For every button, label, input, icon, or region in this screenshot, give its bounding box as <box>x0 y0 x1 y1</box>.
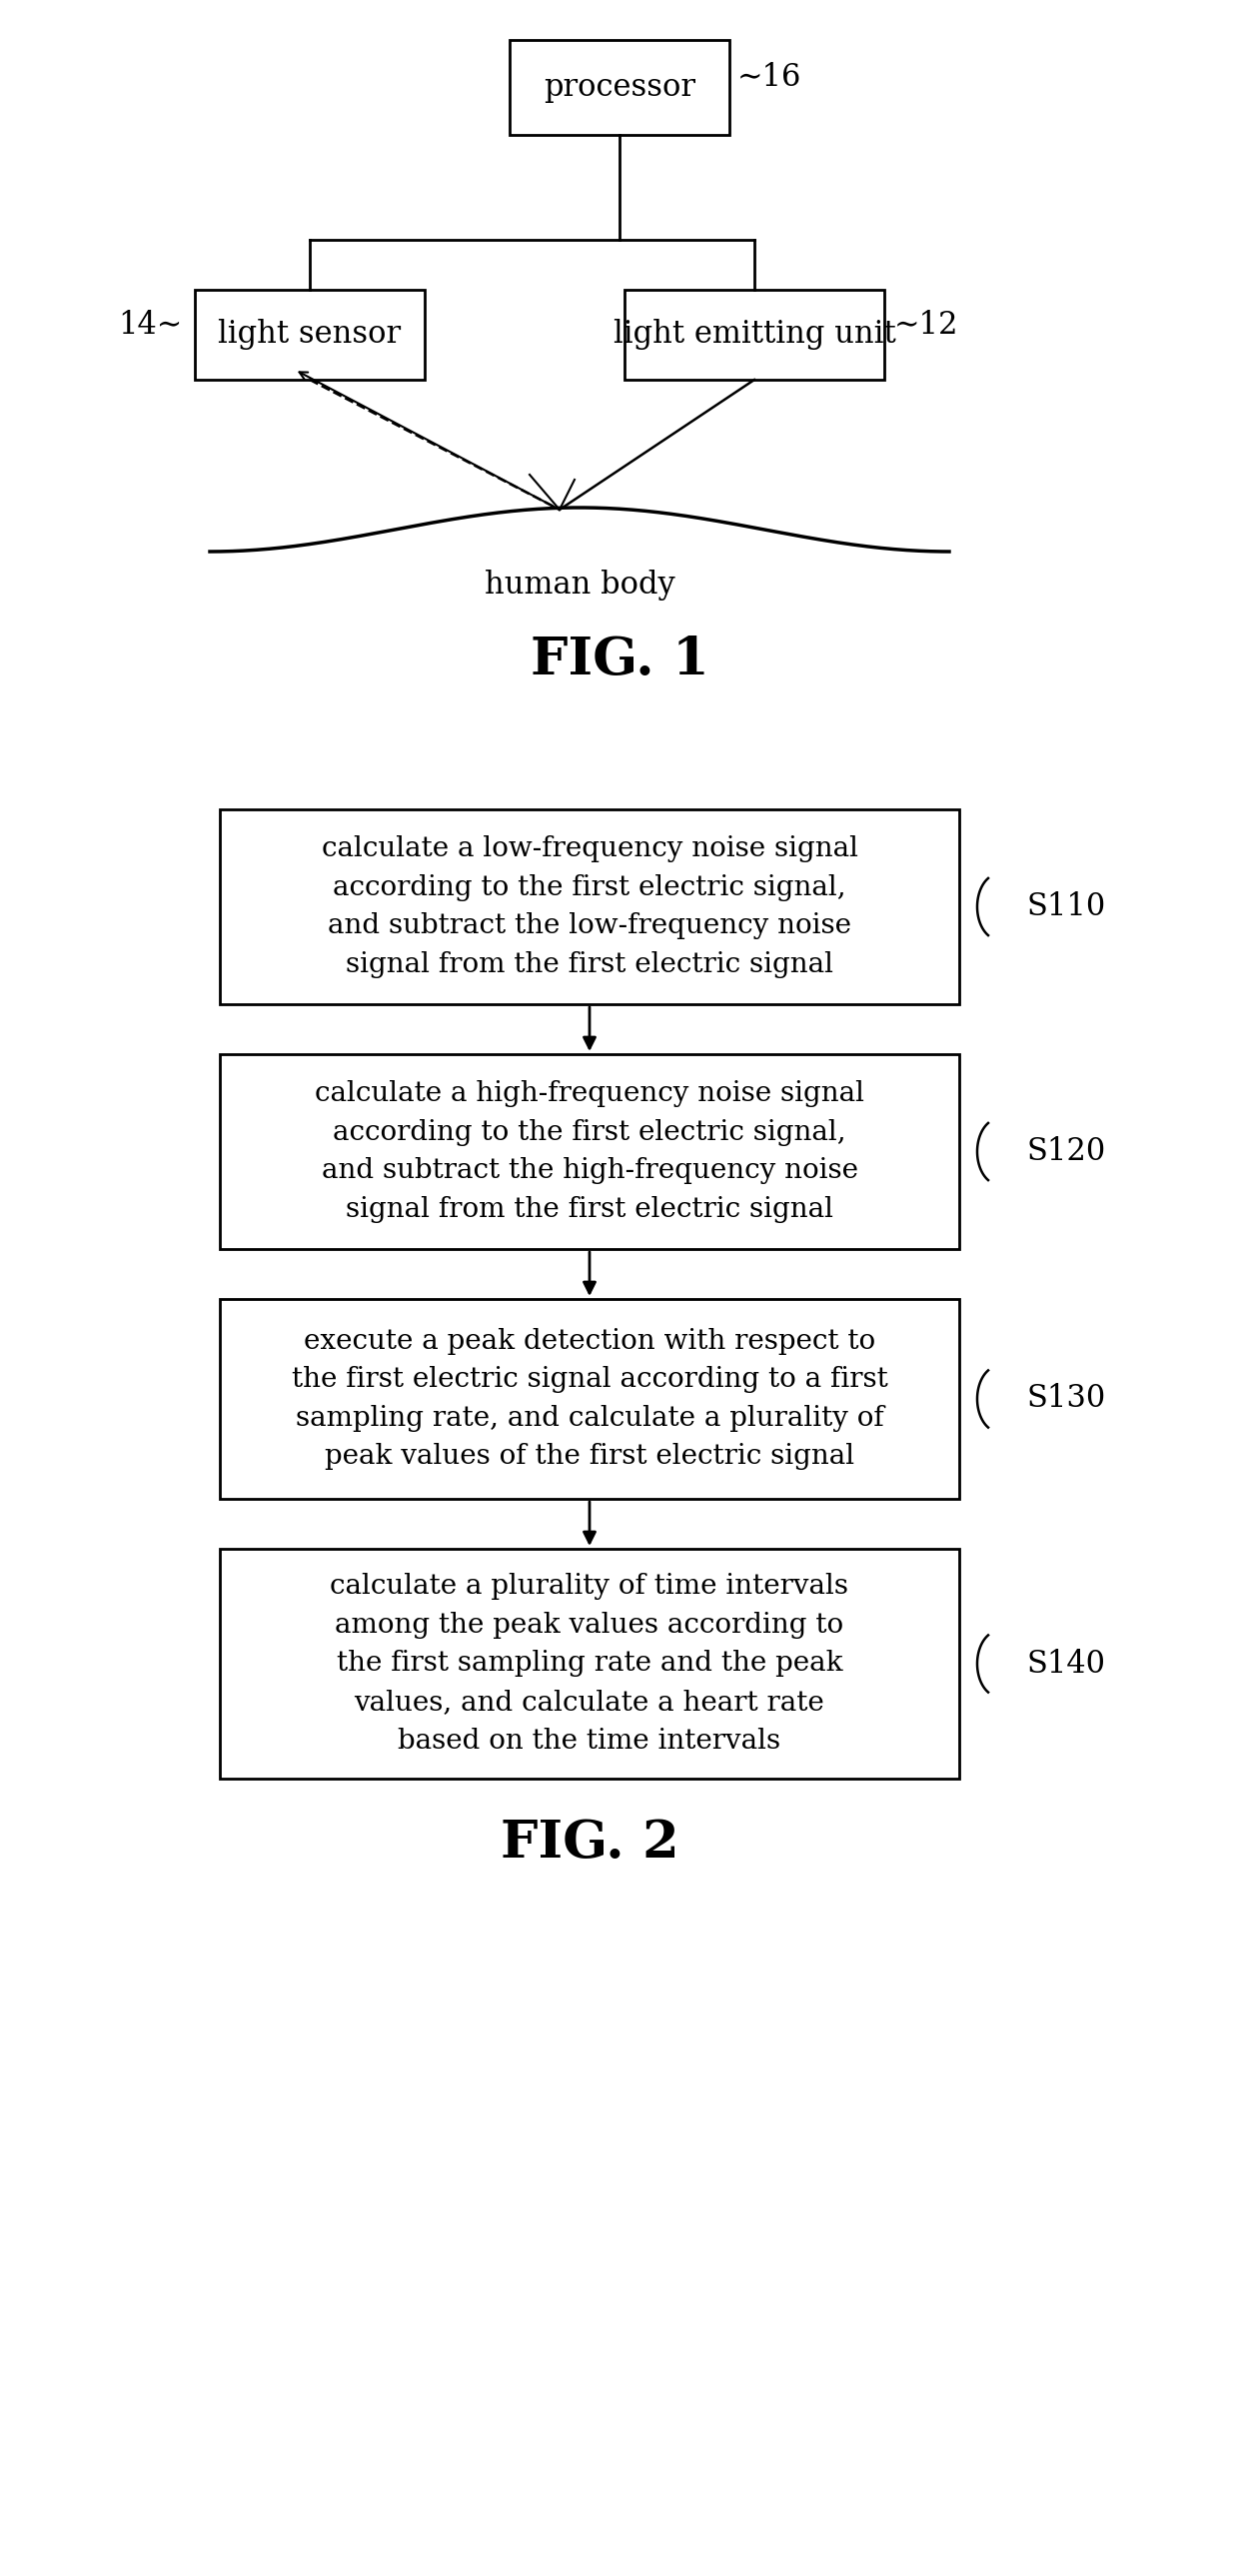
FancyBboxPatch shape <box>219 1298 959 1499</box>
FancyBboxPatch shape <box>219 1548 959 1777</box>
Text: ∼16: ∼16 <box>737 62 802 93</box>
Text: FIG. 2: FIG. 2 <box>501 1819 679 1870</box>
FancyBboxPatch shape <box>624 289 885 379</box>
FancyBboxPatch shape <box>219 1054 959 1249</box>
Text: light emitting unit: light emitting unit <box>613 319 896 350</box>
FancyBboxPatch shape <box>195 289 425 379</box>
Text: ∼12: ∼12 <box>895 309 959 340</box>
Text: calculate a plurality of time intervals
among the peak values according to
the f: calculate a plurality of time intervals … <box>331 1574 849 1754</box>
Text: S120: S120 <box>1026 1136 1105 1167</box>
FancyBboxPatch shape <box>219 809 959 1005</box>
Text: calculate a low-frequency noise signal
according to the first electric signal,
a: calculate a low-frequency noise signal a… <box>321 835 857 979</box>
Text: human body: human body <box>484 569 675 600</box>
Text: light sensor: light sensor <box>218 319 401 350</box>
Text: S110: S110 <box>1026 891 1105 922</box>
Text: FIG. 1: FIG. 1 <box>530 634 709 685</box>
Text: S130: S130 <box>1026 1383 1105 1414</box>
Text: execute a peak detection with respect to
the first electric signal according to : execute a peak detection with respect to… <box>291 1327 887 1471</box>
Text: calculate a high-frequency noise signal
according to the first electric signal,
: calculate a high-frequency noise signal … <box>315 1079 865 1224</box>
FancyBboxPatch shape <box>509 41 730 134</box>
Text: 14∼: 14∼ <box>119 309 183 340</box>
Text: processor: processor <box>544 72 695 103</box>
Text: S140: S140 <box>1026 1649 1105 1680</box>
